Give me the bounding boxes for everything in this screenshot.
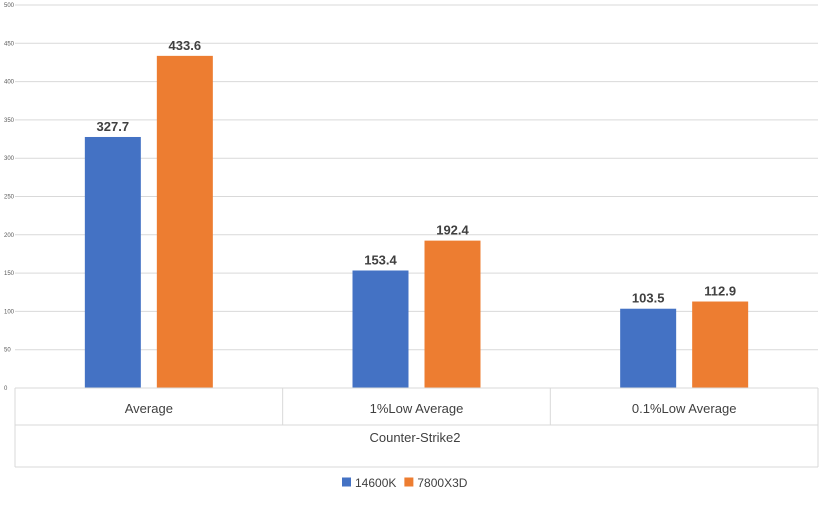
y-tick-label: 450 (4, 41, 15, 47)
y-axis: 0 50 100 150 200 250 300 350 400 450 500 (4, 3, 15, 392)
x-category-label: Average (125, 401, 173, 416)
bars (84, 55, 749, 389)
legend-label: 14600K (355, 476, 396, 490)
y-tick-label: 100 (4, 309, 15, 315)
legend: 14600K 7800X3D (342, 476, 468, 490)
x-category-label: 0.1%Low Average (632, 401, 737, 416)
bar-14600k (84, 136, 141, 388)
category-group-label: Counter-Strike2 (369, 430, 460, 445)
legend-swatch (342, 477, 351, 487)
legend-label: 7800X3D (417, 476, 467, 490)
data-label: 327.7 (97, 119, 130, 134)
y-tick-label: 0 (4, 386, 8, 392)
data-label: 112.9 (704, 284, 736, 299)
data-label: 153.4 (364, 252, 397, 267)
data-label: 192.4 (436, 223, 469, 238)
gridlines (15, 4, 818, 389)
y-tick-label: 400 (4, 80, 15, 86)
legend-swatch (404, 477, 414, 487)
y-tick-label: 300 (4, 156, 15, 162)
y-tick-label: 50 (4, 348, 11, 354)
y-tick-label: 200 (4, 233, 15, 239)
y-tick-label: 150 (4, 271, 15, 277)
bar-7800x3d (424, 240, 481, 388)
data-label: 433.6 (169, 38, 202, 53)
data-label: 103.5 (632, 291, 665, 306)
bar-7800x3d (692, 301, 749, 388)
bar-7800x3d (156, 55, 213, 389)
data-labels: 327.7 433.6 153.4 192.4 103.5 112.9 (97, 38, 737, 306)
x-category-label: 1%Low Average (370, 401, 464, 416)
y-tick-label: 500 (4, 3, 15, 9)
bar-14600k (352, 270, 409, 388)
x-axis: Average 1%Low Average 0.1%Low Average (14, 387, 819, 468)
bar-14600k (620, 308, 677, 388)
y-tick-label: 350 (4, 118, 15, 124)
y-tick-label: 250 (4, 195, 15, 201)
